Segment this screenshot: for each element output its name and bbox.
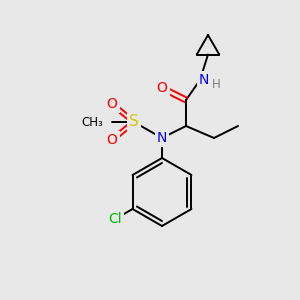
- Text: N: N: [199, 73, 209, 87]
- Text: Cl: Cl: [108, 212, 122, 226]
- Text: O: O: [106, 133, 117, 147]
- Text: S: S: [129, 115, 139, 130]
- Text: N: N: [157, 131, 167, 145]
- Text: H: H: [212, 77, 220, 91]
- Text: O: O: [106, 97, 117, 111]
- Text: O: O: [157, 81, 167, 95]
- Text: CH₃: CH₃: [81, 116, 103, 128]
